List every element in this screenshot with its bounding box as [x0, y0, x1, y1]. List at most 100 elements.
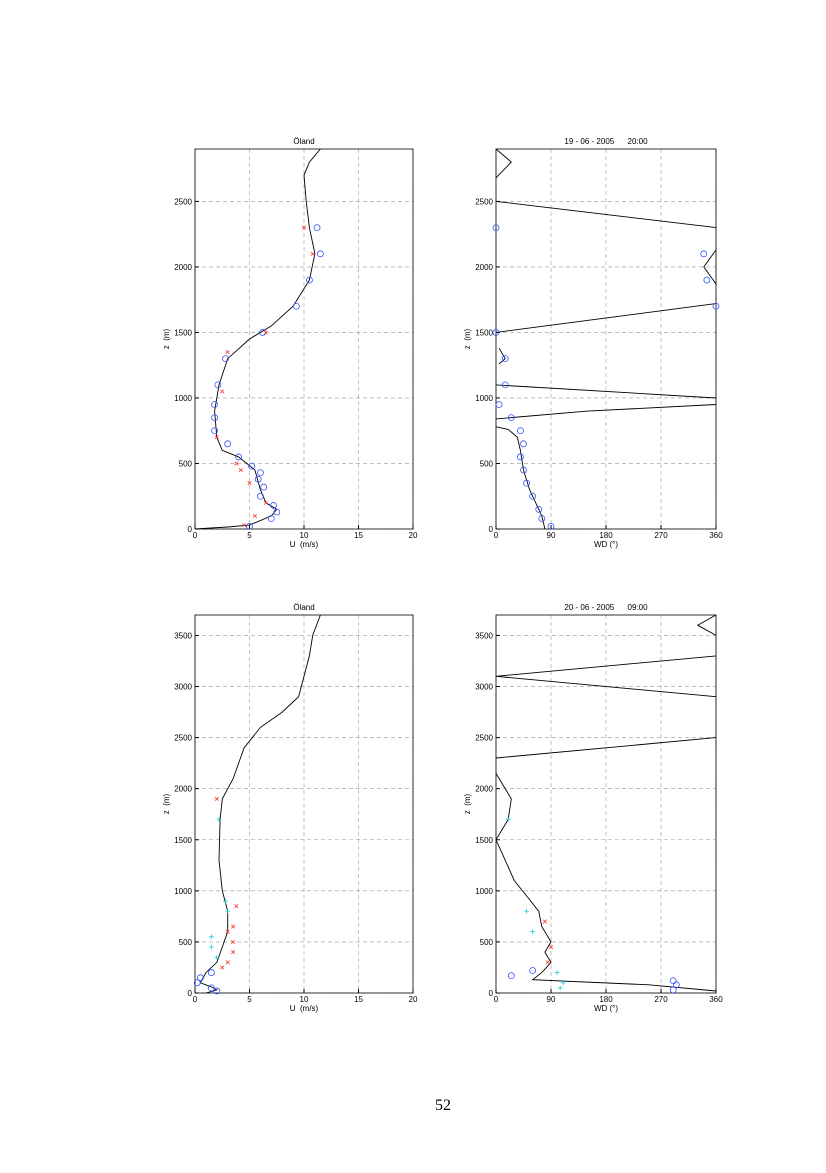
point [225, 960, 230, 965]
point [520, 440, 527, 448]
point [214, 381, 222, 389]
point [273, 508, 281, 516]
page-number: 52 [435, 1097, 451, 1114]
point [267, 515, 275, 522]
x-tick-label: 10 [300, 995, 309, 1004]
x-tick-label: 5 [247, 531, 252, 540]
point [213, 987, 221, 995]
point [292, 302, 300, 310]
x-axis-label: WD (°) [594, 540, 618, 549]
point [225, 929, 230, 934]
y-tick-label: 2000 [475, 263, 493, 272]
point [560, 980, 566, 986]
y-tick-label: 3000 [475, 683, 493, 692]
point [207, 984, 215, 992]
point [224, 440, 232, 448]
point [234, 461, 239, 466]
point [548, 944, 554, 950]
y-tick-label: 1000 [475, 887, 493, 896]
point [529, 492, 537, 500]
x-tick-label: 20 [409, 995, 418, 1004]
point [214, 796, 219, 801]
point [316, 250, 324, 258]
point [208, 944, 214, 950]
point [542, 919, 547, 924]
point [214, 954, 220, 960]
point [220, 389, 225, 394]
point [669, 986, 677, 994]
x-tick-label: 270 [654, 531, 668, 540]
x-axis-label: U (m/s) [290, 540, 319, 549]
x-axis-label: WD (°) [594, 1004, 618, 1013]
y-tick-label: 2500 [174, 197, 192, 206]
point [517, 427, 524, 435]
point [270, 502, 277, 509]
point [507, 414, 515, 422]
point [247, 481, 252, 486]
point [231, 950, 236, 955]
point [256, 492, 264, 500]
point [231, 939, 236, 945]
point [207, 969, 215, 976]
y-tick-label: 0 [188, 989, 193, 998]
y-tick-label: 0 [489, 525, 494, 534]
point [545, 960, 551, 965]
y-axis-label: z (m) [162, 793, 171, 814]
point [507, 972, 515, 980]
profile-line [496, 149, 716, 529]
y-tick-label: 0 [489, 989, 494, 998]
point [238, 467, 243, 473]
point [216, 816, 222, 822]
point [529, 967, 537, 974]
point [712, 302, 720, 310]
point [260, 483, 268, 491]
y-tick-label: 1000 [174, 394, 192, 403]
point [495, 401, 503, 408]
x-tick-label: 360 [709, 531, 723, 540]
point [306, 276, 313, 284]
plot-frame [194, 148, 414, 530]
point [313, 224, 321, 232]
x-tick-label: 0 [494, 531, 499, 540]
y-tick-label: 1500 [475, 328, 493, 337]
y-tick-label: 2000 [475, 785, 493, 794]
x-tick-label: 0 [494, 995, 499, 1004]
point [246, 522, 253, 530]
x-tick-label: 15 [354, 531, 363, 540]
point [248, 462, 256, 470]
point [193, 979, 201, 987]
point [492, 329, 500, 336]
point [241, 522, 247, 528]
x-tick-label: 360 [709, 995, 723, 1004]
y-tick-label: 2000 [174, 785, 192, 794]
plot-frame [495, 148, 717, 530]
point [669, 977, 677, 985]
y-tick-label: 500 [179, 938, 193, 947]
y-tick-label: 2500 [174, 734, 192, 743]
point [557, 985, 563, 991]
point [520, 466, 527, 474]
point [235, 453, 243, 461]
y-tick-label: 0 [188, 525, 193, 534]
point [703, 276, 711, 284]
x-tick-label: 180 [599, 995, 613, 1004]
chart-title: Öland [293, 137, 314, 146]
point [220, 965, 225, 970]
point [492, 224, 500, 232]
point [214, 435, 219, 440]
point [211, 427, 219, 435]
point [208, 934, 214, 940]
y-axis-label: z (m) [463, 328, 472, 349]
point [225, 350, 230, 355]
point [501, 355, 509, 363]
point [700, 250, 708, 258]
y-tick-label: 1500 [475, 836, 493, 845]
point [501, 381, 509, 389]
profile-line [195, 149, 321, 529]
point [225, 908, 231, 914]
y-tick-label: 1000 [174, 887, 192, 896]
plot-frame [194, 614, 414, 994]
point [301, 225, 307, 230]
y-tick-label: 3000 [174, 683, 192, 692]
x-tick-label: 90 [547, 531, 556, 540]
